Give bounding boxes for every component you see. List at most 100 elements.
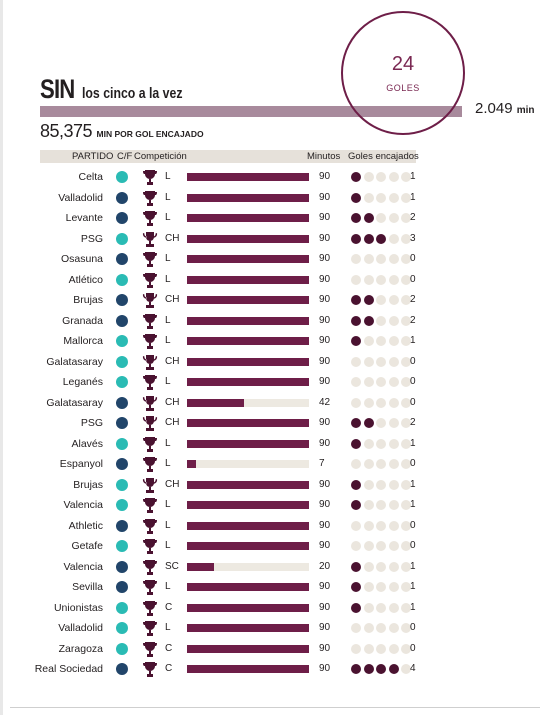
table-row: Valladolid L 90 0 bbox=[0, 619, 550, 639]
empty-goal-dot bbox=[351, 397, 361, 408]
minutes-per-goal: 85,375 MIN POR GOL ENCAJADO bbox=[40, 121, 204, 142]
team-name: Zaragoza bbox=[58, 642, 103, 655]
minutes-bar bbox=[187, 583, 309, 591]
competition-code: L bbox=[165, 622, 171, 633]
header-partido: PARTIDO bbox=[72, 151, 114, 162]
minutes-track bbox=[187, 624, 309, 632]
team-name: Osasuna bbox=[60, 253, 103, 265]
total-minutes-unit: min bbox=[516, 105, 535, 116]
trophy-icon bbox=[142, 169, 158, 186]
away-dot bbox=[116, 458, 128, 470]
team-name: Leganés bbox=[62, 376, 103, 388]
empty-goal-dot bbox=[401, 541, 411, 551]
competition-code: C bbox=[165, 601, 173, 613]
goals-value: 0 bbox=[410, 355, 416, 367]
empty-goal-dot bbox=[351, 377, 361, 387]
empty-goal-dot bbox=[388, 336, 399, 346]
minutes-bar bbox=[187, 255, 309, 263]
empty-goal-dot bbox=[388, 602, 399, 613]
table-row: Alavés L 90 1 bbox=[0, 435, 550, 455]
minutes-bar bbox=[187, 542, 309, 550]
team-name: Real Sociedad bbox=[34, 663, 103, 675]
empty-goal-dot bbox=[401, 172, 411, 182]
champions-cup-icon bbox=[142, 354, 158, 371]
page-edge bbox=[0, 0, 3, 715]
empty-goal-dot bbox=[401, 500, 411, 510]
team-name: Galatasaray bbox=[46, 396, 103, 409]
trophy-icon bbox=[142, 190, 158, 207]
competition-code: CH bbox=[165, 478, 180, 490]
home-dot bbox=[116, 601, 128, 614]
empty-goal-dot bbox=[376, 438, 386, 449]
minutes-track bbox=[187, 480, 309, 489]
goals-value: 0 bbox=[410, 519, 416, 531]
goal-dot bbox=[351, 500, 361, 510]
empty-goal-dot bbox=[351, 274, 361, 285]
champions-cup-icon bbox=[142, 395, 158, 412]
competition-code: L bbox=[165, 376, 171, 387]
empty-goal-dot bbox=[363, 520, 374, 531]
minutes-bar bbox=[187, 398, 244, 407]
table-row: Espanyol L 7 0 bbox=[0, 455, 550, 475]
page-title: SIN los cinco a la vez bbox=[40, 74, 183, 105]
empty-goal-dot bbox=[351, 356, 361, 367]
table-row: Sevilla L 90 1 bbox=[0, 578, 550, 598]
trophy-icon bbox=[142, 436, 158, 453]
empty-goal-dot bbox=[401, 336, 411, 346]
team-name: PSG bbox=[80, 232, 103, 245]
goals-value: 0 bbox=[410, 253, 416, 264]
empty-goal-dot bbox=[388, 315, 399, 326]
empty-goal-dot bbox=[376, 192, 386, 203]
empty-goal-dot bbox=[401, 418, 411, 428]
empty-goal-dot bbox=[376, 561, 386, 572]
empty-goal-dot bbox=[388, 254, 399, 264]
empty-goal-dot bbox=[351, 254, 361, 264]
goal-dot bbox=[351, 664, 361, 674]
empty-goal-dot bbox=[388, 582, 399, 592]
minutes-value: 90 bbox=[319, 335, 331, 346]
minutes-track bbox=[187, 255, 309, 263]
minutes-bar bbox=[187, 234, 309, 243]
goal-dot bbox=[351, 233, 361, 244]
empty-goal-dot bbox=[388, 418, 399, 428]
minutes-value: 90 bbox=[319, 191, 331, 203]
minutes-track bbox=[187, 501, 309, 509]
competition-code: L bbox=[165, 581, 171, 592]
empty-goal-dot bbox=[363, 561, 374, 572]
minutes-value: 90 bbox=[319, 314, 331, 326]
empty-goal-dot bbox=[376, 254, 386, 264]
minutes-bar bbox=[187, 275, 309, 284]
competition-code: L bbox=[165, 458, 171, 469]
table-row: Brujas CH 90 2 bbox=[0, 291, 550, 311]
minutes-track bbox=[187, 398, 309, 407]
empty-goal-dot bbox=[376, 520, 386, 531]
goal-dot bbox=[351, 438, 361, 449]
empty-goal-dot bbox=[376, 643, 386, 654]
table-row: Unionistas C 90 1 bbox=[0, 599, 550, 619]
empty-goal-dot bbox=[376, 336, 386, 346]
minutes-bar bbox=[187, 501, 309, 509]
empty-goal-dot bbox=[351, 623, 361, 633]
home-dot bbox=[116, 355, 128, 368]
team-name: Alavés bbox=[71, 437, 103, 450]
goal-dot bbox=[363, 295, 374, 305]
minutes-bar bbox=[187, 193, 309, 202]
table-row: Brujas CH 90 1 bbox=[0, 476, 550, 496]
empty-goal-dot bbox=[351, 643, 361, 654]
table-row: PSG CH 90 3 bbox=[0, 230, 550, 250]
goal-dot bbox=[363, 213, 374, 223]
goals-value: 1 bbox=[410, 171, 416, 182]
competition-code: L bbox=[165, 171, 171, 182]
goals-value: 4 bbox=[410, 663, 416, 674]
goals-value: 2 bbox=[410, 417, 416, 428]
team-name: Celta bbox=[78, 171, 103, 183]
empty-goal-dot bbox=[401, 233, 411, 244]
away-dot bbox=[116, 581, 128, 593]
empty-goal-dot bbox=[363, 254, 374, 264]
trophy-icon bbox=[142, 620, 158, 637]
table-row: Mallorca L 90 1 bbox=[0, 332, 550, 352]
minutes-bar bbox=[187, 439, 309, 448]
empty-goal-dot bbox=[401, 623, 411, 633]
table-row: Atlético L 90 0 bbox=[0, 271, 550, 291]
empty-goal-dot bbox=[401, 397, 411, 408]
